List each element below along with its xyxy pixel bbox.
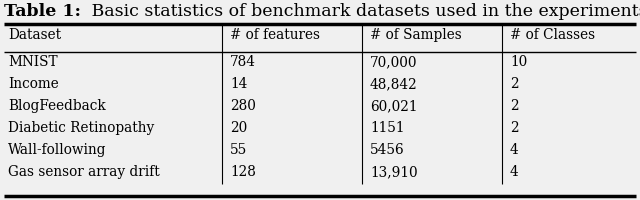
Text: Table 1:: Table 1:: [4, 3, 81, 20]
Text: 4: 4: [510, 143, 519, 157]
Text: 2: 2: [510, 99, 518, 113]
Text: MNIST: MNIST: [8, 55, 58, 69]
Text: Basic statistics of benchmark datasets used in the experiments: Basic statistics of benchmark datasets u…: [86, 3, 640, 20]
Text: 4: 4: [510, 165, 519, 179]
Text: # of Samples: # of Samples: [370, 28, 461, 42]
Text: 20: 20: [230, 121, 247, 135]
Text: 128: 128: [230, 165, 256, 179]
Text: # of features: # of features: [230, 28, 320, 42]
Text: Dataset: Dataset: [8, 28, 61, 42]
Text: 2: 2: [510, 77, 518, 91]
Text: Wall-following: Wall-following: [8, 143, 106, 157]
Text: 48,842: 48,842: [370, 77, 418, 91]
Text: 1151: 1151: [370, 121, 404, 135]
Text: 70,000: 70,000: [370, 55, 417, 69]
Text: 55: 55: [230, 143, 247, 157]
Text: Income: Income: [8, 77, 59, 91]
Text: 784: 784: [230, 55, 256, 69]
Text: Diabetic Retinopathy: Diabetic Retinopathy: [8, 121, 154, 135]
Text: Gas sensor array drift: Gas sensor array drift: [8, 165, 160, 179]
Text: # of Classes: # of Classes: [510, 28, 595, 42]
Text: BlogFeedback: BlogFeedback: [8, 99, 106, 113]
Text: 5456: 5456: [370, 143, 404, 157]
Text: 13,910: 13,910: [370, 165, 418, 179]
Text: 10: 10: [510, 55, 527, 69]
Text: 2: 2: [510, 121, 518, 135]
Text: 14: 14: [230, 77, 248, 91]
Text: 60,021: 60,021: [370, 99, 417, 113]
Text: 280: 280: [230, 99, 256, 113]
